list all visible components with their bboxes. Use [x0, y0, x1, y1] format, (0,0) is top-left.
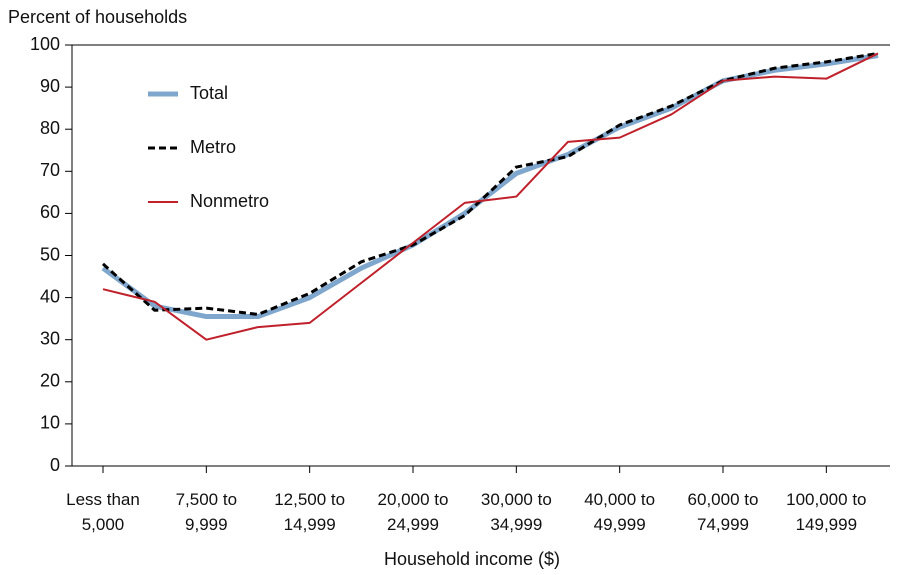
y-tick-label: 90 [40, 76, 60, 96]
series-line [102, 52, 879, 341]
x-tick-label: Less than 5,000 [66, 490, 140, 534]
y-tick-label: 40 [40, 286, 60, 306]
x-tick-label: 40,000 to 49,999 [584, 490, 656, 534]
x-tick-label: 20,000 to 24,999 [377, 490, 449, 534]
y-tick-label: 20 [40, 371, 60, 391]
y-tick-label: 60 [40, 202, 60, 222]
x-tick-label: 7,500 to 9,999 [175, 490, 238, 534]
y-tick-label: 100 [30, 34, 60, 54]
legend-label: Nonmetro [190, 191, 269, 211]
x-tick-label: 12,500 to 14,999 [274, 490, 346, 534]
series-line [101, 51, 879, 316]
x-tick-label: 60,000 to 74,999 [687, 490, 759, 534]
y-tick-label: 0 [50, 455, 60, 475]
x-axis-title: Household income ($) [384, 549, 560, 569]
y-axis-title: Percent of households [8, 7, 187, 27]
legend-label: Total [190, 83, 228, 103]
y-tick-label: 80 [40, 118, 60, 138]
x-tick-label: 100,000 to 149,999 [786, 490, 867, 534]
y-tick-label: 10 [40, 413, 60, 433]
y-tick-label: 50 [40, 244, 60, 264]
y-tick-label: 30 [40, 328, 60, 348]
y-tick-label: 70 [40, 160, 60, 180]
legend-label: Metro [190, 137, 236, 157]
x-tick-label: 30,000 to 34,999 [480, 490, 552, 534]
